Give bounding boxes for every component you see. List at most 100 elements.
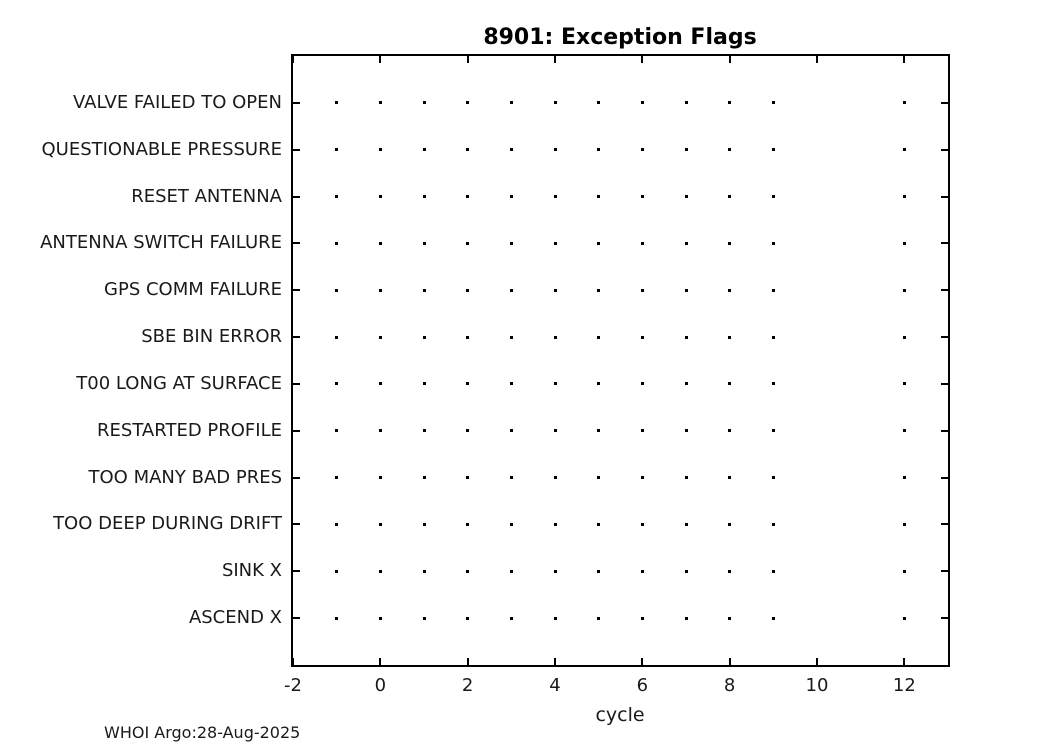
- plot-area: [291, 54, 950, 667]
- data-point: [378, 569, 382, 573]
- x-tick-mark-mirror: [816, 56, 818, 63]
- data-point: [684, 288, 688, 292]
- data-point: [684, 476, 688, 480]
- y-tick-mark-mirror: [941, 617, 948, 620]
- data-point: [335, 195, 339, 199]
- x-tick-label: 12: [892, 675, 916, 696]
- y-tick-mark: [293, 101, 300, 104]
- data-point: [771, 335, 775, 339]
- data-point: [728, 569, 732, 573]
- y-axis-category-label: GPS COMM FAILURE: [104, 279, 282, 301]
- data-point: [728, 522, 732, 526]
- data-point: [466, 195, 470, 199]
- data-point: [422, 429, 426, 433]
- data-point: [466, 616, 470, 620]
- data-point: [509, 522, 513, 526]
- y-axis-category-label: SINK X: [221, 560, 282, 582]
- data-point: [466, 522, 470, 526]
- y-tick-mark-mirror: [941, 148, 948, 151]
- data-point: [684, 616, 688, 620]
- data-point: [509, 382, 513, 386]
- x-tick-mark: [641, 658, 644, 665]
- data-point: [335, 429, 339, 433]
- x-tick-mark-mirror: [641, 56, 644, 63]
- data-point: [335, 616, 339, 620]
- y-tick-mark: [293, 523, 300, 526]
- data-point: [728, 476, 732, 480]
- data-point: [553, 522, 557, 526]
- data-point: [378, 522, 382, 526]
- data-point: [902, 195, 906, 199]
- x-tick-mark-mirror: [466, 56, 469, 63]
- footer-credit: WHOI Argo:28-Aug-2025: [104, 723, 301, 742]
- data-point: [684, 101, 688, 105]
- data-point: [902, 288, 906, 292]
- data-point: [509, 335, 513, 339]
- data-point: [509, 241, 513, 245]
- data-point: [684, 522, 688, 526]
- data-point: [509, 101, 513, 105]
- data-point: [335, 335, 339, 339]
- data-point: [640, 569, 644, 573]
- y-axis-category-label: T00 LONG AT SURFACE: [76, 372, 282, 394]
- data-point: [728, 616, 732, 620]
- data-point: [553, 429, 557, 433]
- data-point: [422, 195, 426, 199]
- data-point: [422, 241, 426, 245]
- data-point: [771, 429, 775, 433]
- y-tick-mark: [293, 148, 300, 151]
- data-point: [728, 335, 732, 339]
- data-point: [771, 382, 775, 386]
- data-point: [466, 288, 470, 292]
- x-tick-mark-mirror: [903, 56, 906, 63]
- data-point: [640, 288, 644, 292]
- data-point: [378, 241, 382, 245]
- y-tick-mark: [293, 195, 300, 198]
- data-point: [378, 429, 382, 433]
- y-axis-category-label: RESTARTED PROFILE: [97, 419, 282, 441]
- data-point: [597, 616, 601, 620]
- data-point: [597, 569, 601, 573]
- x-tick-mark: [292, 658, 294, 665]
- data-point: [335, 101, 339, 105]
- data-point: [684, 241, 688, 245]
- data-point: [378, 288, 382, 292]
- data-point: [509, 476, 513, 480]
- x-tick-mark: [816, 658, 818, 665]
- y-tick-mark: [293, 429, 300, 432]
- y-axis-category-label: TOO MANY BAD PRES: [88, 466, 282, 488]
- y-tick-mark-mirror: [941, 523, 948, 526]
- data-point: [902, 569, 906, 573]
- x-tick-mark: [903, 658, 906, 665]
- data-point: [335, 522, 339, 526]
- data-point: [771, 101, 775, 105]
- x-tick-label: 2: [461, 675, 474, 696]
- data-point: [378, 195, 382, 199]
- data-point: [902, 616, 906, 620]
- data-point: [466, 429, 470, 433]
- y-tick-mark: [293, 336, 300, 339]
- x-tick-label: -2: [284, 675, 302, 696]
- data-point: [422, 288, 426, 292]
- data-point: [902, 476, 906, 480]
- data-point: [466, 476, 470, 480]
- y-axis-category-label: RESET ANTENNA: [131, 185, 282, 207]
- data-point: [684, 335, 688, 339]
- data-point: [422, 148, 426, 152]
- data-point: [684, 148, 688, 152]
- x-tick-label: 4: [549, 675, 561, 696]
- data-point: [335, 288, 339, 292]
- x-tick-label: 8: [723, 675, 736, 696]
- y-tick-mark-mirror: [941, 476, 948, 479]
- data-point: [378, 616, 382, 620]
- data-point: [728, 241, 732, 245]
- y-tick-mark: [293, 570, 300, 573]
- y-tick-mark-mirror: [941, 101, 948, 104]
- data-point: [771, 616, 775, 620]
- data-point: [378, 148, 382, 152]
- x-tick-mark-mirror: [728, 56, 731, 63]
- y-axis-category-label: ANTENNA SWITCH FAILURE: [40, 232, 282, 254]
- y-tick-mark-mirror: [941, 242, 948, 245]
- data-point: [466, 335, 470, 339]
- data-point: [728, 195, 732, 199]
